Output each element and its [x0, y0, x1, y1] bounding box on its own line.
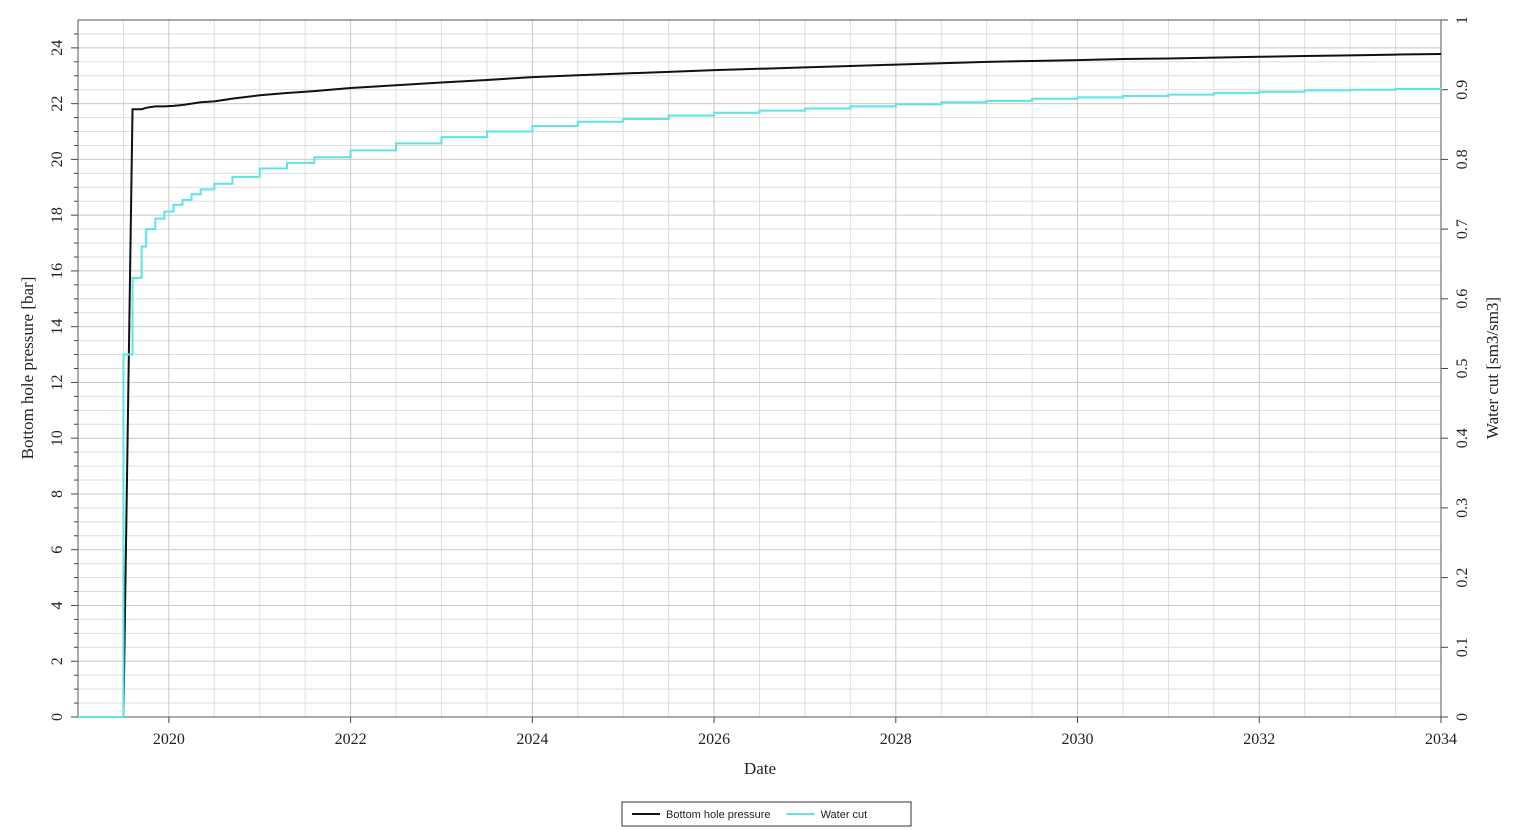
y-tick-label: 12 — [49, 374, 66, 390]
legend-box — [621, 801, 912, 827]
legend-label: Water cut — [821, 809, 868, 821]
y-tick-label: 2 — [49, 657, 66, 665]
y2-tick-label: 0.7 — [1454, 219, 1471, 239]
y2-tick-label: 0 — [1454, 713, 1471, 721]
legend-label: Bottom hole pressure — [666, 809, 771, 821]
x-tick-label: 2028 — [880, 731, 912, 748]
plot-frame — [77, 19, 1442, 718]
y2-tick-label: 0.6 — [1454, 289, 1471, 309]
y2-tick-label: 1 — [1454, 16, 1471, 24]
y-tick-label: 18 — [49, 207, 66, 223]
y-tick-label: 8 — [49, 490, 66, 498]
y2-tick-label: 0.1 — [1454, 637, 1471, 657]
y2-axis-title: Water cut [sm3/sm3] — [1483, 297, 1502, 439]
y-tick-label: 0 — [49, 713, 66, 721]
x-tick-label: 2026 — [698, 731, 730, 748]
y-tick-label: 6 — [49, 546, 66, 554]
y-axis-title: Bottom hole pressure [bar] — [18, 277, 37, 460]
x-axis-title: Date — [744, 759, 776, 778]
series-line — [78, 53, 1442, 718]
y-tick-label: 20 — [49, 151, 66, 167]
x-tick-label: 2032 — [1243, 731, 1275, 748]
x-tick-label: 2030 — [1062, 731, 1094, 748]
y-tick-label: 22 — [49, 96, 66, 112]
y2-tick-label: 0.9 — [1454, 80, 1471, 100]
x-tick-label: 2020 — [153, 731, 185, 748]
y2-tick-label: 0.3 — [1454, 498, 1471, 518]
x-tick-label: 2022 — [335, 731, 367, 748]
y2-tick-label: 0.5 — [1454, 359, 1471, 379]
legend: Bottom hole pressure Water cut — [621, 801, 912, 827]
y-tick-label: 16 — [49, 263, 66, 279]
y2-tick-label: 0.2 — [1454, 568, 1471, 588]
y2-tick-label: 0.4 — [1454, 428, 1471, 448]
x-tick-label: 2024 — [516, 731, 548, 748]
y2-tick-label: 0.8 — [1454, 149, 1471, 169]
y-tick-label: 24 — [49, 40, 66, 56]
y-tick-label: 14 — [49, 319, 66, 335]
series-line — [78, 88, 1442, 718]
y-tick-label: 10 — [49, 430, 66, 446]
x-tick-label: 2034 — [1425, 731, 1457, 748]
y-tick-label: 4 — [49, 601, 66, 609]
